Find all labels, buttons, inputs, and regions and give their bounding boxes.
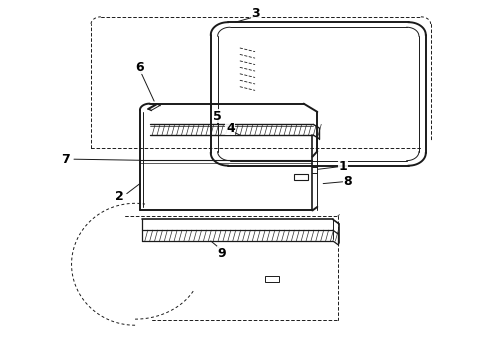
Text: 1: 1 (339, 160, 347, 173)
Text: 7: 7 (61, 153, 70, 166)
Bar (265, 276, 279, 282)
Bar (294, 174, 308, 180)
Text: 6: 6 (136, 60, 144, 73)
Text: 3: 3 (251, 7, 260, 20)
Text: 5: 5 (213, 110, 221, 123)
Text: 8: 8 (343, 175, 352, 188)
Text: 9: 9 (217, 247, 226, 260)
Text: 2: 2 (115, 190, 123, 203)
Text: 4: 4 (226, 122, 235, 135)
